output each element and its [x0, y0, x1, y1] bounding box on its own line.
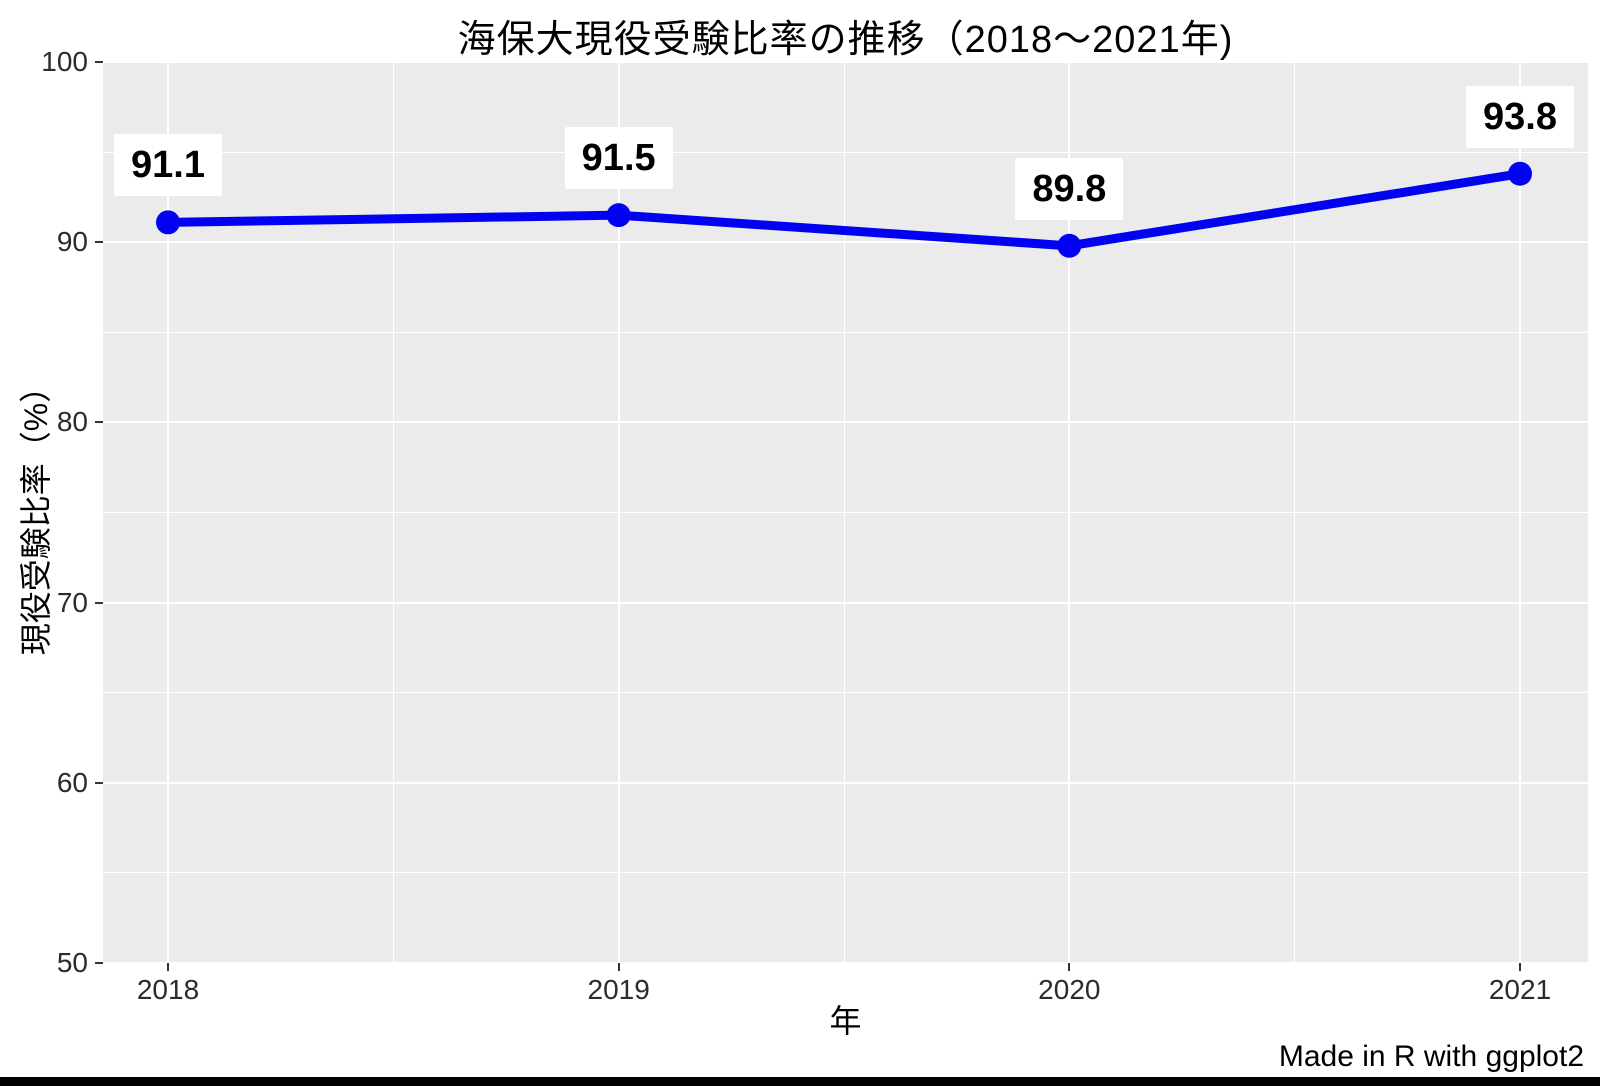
major-gridline-horizontal — [103, 421, 1588, 424]
bottom-border-bar — [0, 1077, 1600, 1086]
x-tick-mark — [617, 963, 620, 971]
major-gridline-horizontal — [103, 601, 1588, 604]
minor-gridline-vertical — [392, 62, 394, 963]
minor-gridline-horizontal — [103, 692, 1588, 694]
x-tick-mark — [1068, 963, 1071, 971]
major-gridline-horizontal — [103, 781, 1588, 784]
x-tick-mark — [167, 963, 169, 971]
data-point — [156, 210, 180, 235]
y-tick-mark — [95, 421, 103, 424]
major-gridline-vertical — [1068, 62, 1071, 963]
y-tick-mark — [95, 61, 103, 63]
minor-gridline-horizontal — [103, 151, 1588, 153]
y-tick-mark — [95, 601, 103, 604]
minor-gridline-vertical — [1294, 62, 1296, 963]
major-gridline-horizontal — [103, 241, 1588, 244]
minor-gridline-horizontal — [103, 331, 1588, 333]
y-tick-label: 90 — [56, 226, 88, 258]
x-tick-label: 2021 — [1488, 974, 1552, 1005]
point-label: 91.1 — [114, 134, 222, 197]
x-tick-mark — [1519, 963, 1521, 971]
data-line — [167, 169, 1521, 251]
y-tick-mark — [95, 241, 103, 244]
x-tick-label: 2019 — [587, 974, 650, 1005]
y-tick-label: 70 — [56, 586, 88, 618]
minor-gridline-vertical — [843, 62, 845, 963]
chart-title: 海保大現役受験比率の推移（2018〜2021年) — [457, 19, 1234, 61]
point-label: 91.5 — [564, 127, 673, 190]
x-tick-label: 2018 — [136, 974, 200, 1005]
x-tick-label: 2020 — [1038, 974, 1101, 1005]
major-gridline-horizontal — [103, 62, 1588, 63]
plot-panel: 91.1 91.5 89.8 93.8 — [103, 62, 1588, 963]
data-point — [606, 203, 631, 228]
major-gridline-vertical — [167, 62, 169, 963]
y-tick-label: 80 — [56, 406, 88, 438]
line-plot — [156, 161, 1532, 258]
minor-gridline-horizontal — [103, 512, 1588, 513]
major-gridline-vertical — [1519, 62, 1521, 963]
y-tick-label: 60 — [56, 766, 88, 798]
y-tick-mark — [95, 962, 103, 964]
chart-caption: Made in R with ggplot2 — [1278, 1040, 1584, 1073]
major-gridline-horizontal — [103, 962, 1588, 963]
major-gridline-vertical — [617, 62, 620, 963]
minor-gridline-horizontal — [103, 872, 1588, 874]
point-label: 93.8 — [1466, 85, 1574, 148]
x-axis-title: 年 — [829, 1003, 862, 1039]
y-tick-label: 100 — [41, 46, 88, 77]
y-tick-label: 50 — [56, 947, 88, 978]
point-label: 89.8 — [1015, 157, 1124, 220]
data-point — [1057, 233, 1082, 258]
y-tick-mark — [95, 781, 103, 784]
data-point — [1508, 161, 1532, 186]
